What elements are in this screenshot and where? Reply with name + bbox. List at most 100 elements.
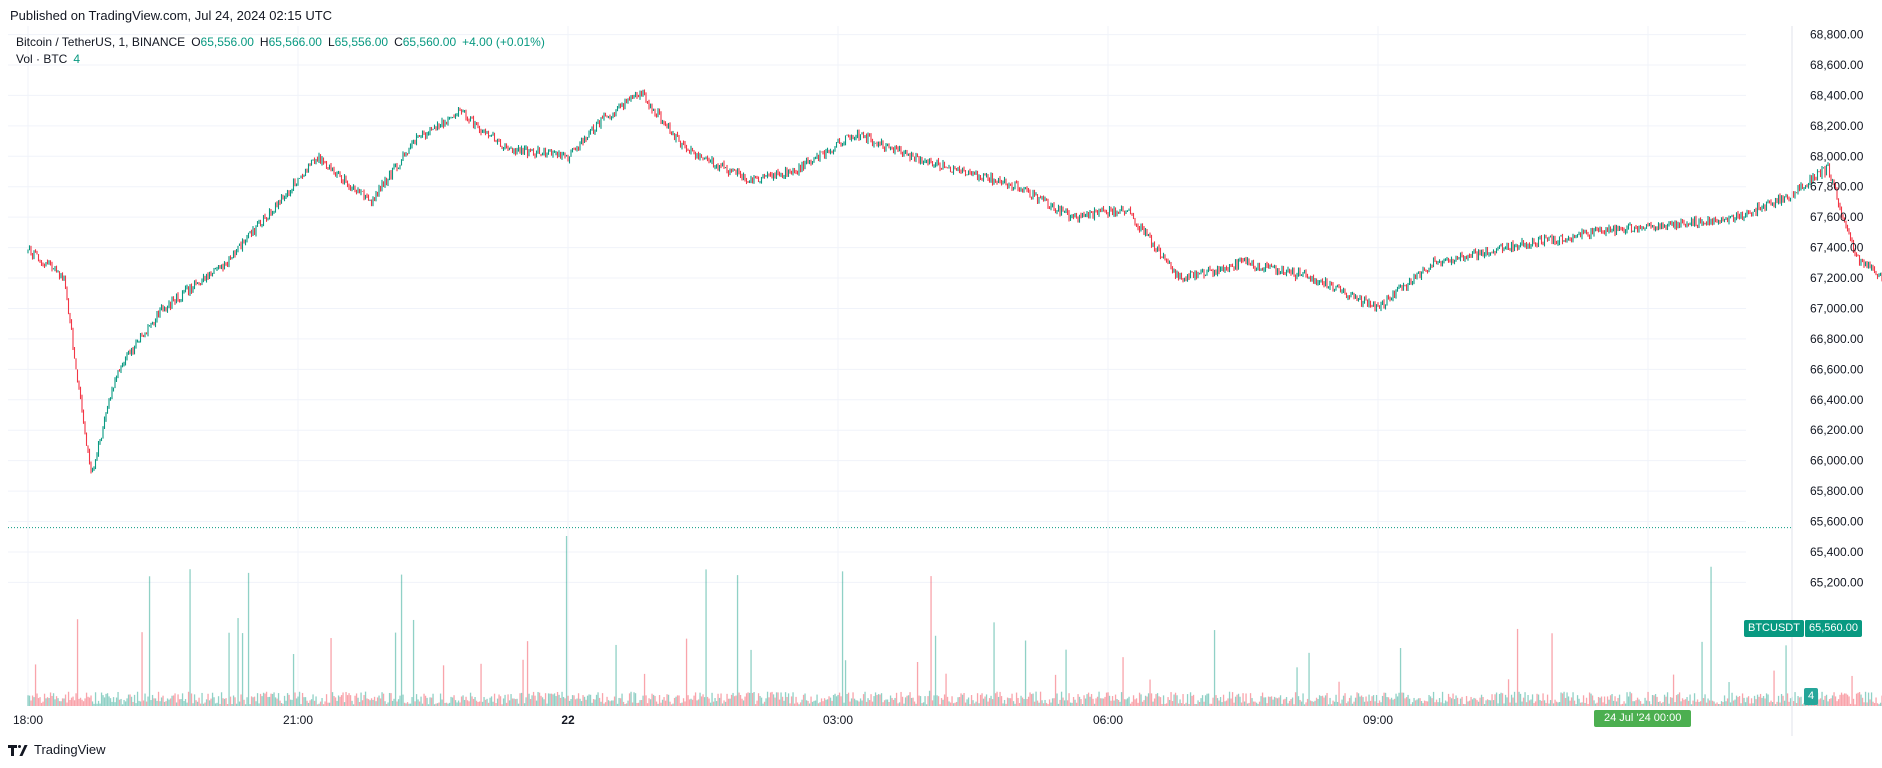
- volume-bar: [1875, 697, 1877, 706]
- volume-bar: [321, 698, 323, 706]
- volume-bar: [1755, 699, 1757, 706]
- volume-bar: [1477, 701, 1480, 706]
- volume-bar: [708, 698, 710, 706]
- volume-bar: [1080, 699, 1082, 706]
- volume-bar: [834, 693, 836, 706]
- volume-bar: [1354, 697, 1357, 706]
- volume-bar: [969, 704, 971, 706]
- volume-bar: [1795, 703, 1798, 706]
- volume-bar: [1717, 704, 1720, 706]
- volume-bar: [1455, 695, 1457, 706]
- volume-bar: [853, 698, 856, 706]
- volume-bar: [1219, 696, 1222, 706]
- volume-bar: [1041, 700, 1043, 706]
- volume-bar: [448, 702, 451, 706]
- price-chart[interactable]: 68,800.0068,600.0068,400.0068,200.0068,0…: [0, 26, 1882, 736]
- volume-bar: [250, 696, 253, 706]
- volume-bar: [1519, 693, 1522, 706]
- volume-bar: [1702, 698, 1705, 706]
- volume-bar: [1087, 692, 1090, 706]
- volume-bar: [816, 694, 818, 706]
- volume-bar: [1198, 702, 1201, 706]
- volume-bar: [214, 703, 217, 706]
- volume-bar: [294, 692, 296, 706]
- volume-bar: [456, 702, 458, 706]
- volume-bar: [1876, 703, 1879, 706]
- volume-bar: [375, 701, 377, 706]
- volume-bar: [346, 695, 349, 706]
- volume-bar: [1560, 692, 1562, 706]
- volume-bar: [1108, 695, 1111, 706]
- volume-bar: [1107, 692, 1109, 706]
- volume-bar: [879, 694, 881, 706]
- volume-bar: [474, 697, 476, 706]
- volume-bar: [583, 696, 586, 706]
- volume-bar: [1648, 701, 1651, 706]
- volume-bar: [1549, 700, 1552, 706]
- volume-bar: [1062, 697, 1064, 706]
- volume-bar: [1818, 699, 1820, 706]
- volume-bar: [709, 702, 712, 706]
- volume-bar: [805, 700, 808, 706]
- volume-bar: [1569, 700, 1571, 706]
- volume-bar: [1686, 697, 1688, 706]
- volume-bar: [373, 696, 376, 706]
- volume-bar: [1405, 697, 1408, 706]
- volume-bar: [1038, 702, 1040, 706]
- volume-bar: [1561, 693, 1564, 706]
- volume-bar: [1641, 703, 1643, 706]
- volume-bar: [160, 697, 163, 706]
- volume-bar: [1311, 701, 1313, 706]
- volume-bar: [1515, 702, 1517, 706]
- volume-bar: [325, 694, 328, 706]
- volume-bar: [1128, 696, 1130, 706]
- volume-bar: [1842, 694, 1844, 706]
- volume-bar: [72, 696, 74, 706]
- volume-bar: [1558, 702, 1561, 706]
- volume-bar: [1626, 692, 1628, 706]
- volume-bar: [103, 697, 106, 706]
- volume-bar: [48, 698, 50, 706]
- volume-bar: [597, 692, 599, 706]
- volume-bar: [463, 699, 466, 706]
- volume-bar: [1785, 645, 1787, 706]
- volume-bar: [255, 701, 257, 706]
- volume-bar: [547, 693, 550, 706]
- volume-bar: [1068, 693, 1070, 706]
- volume-bar: [874, 692, 877, 706]
- volume-bar: [1453, 699, 1456, 706]
- volume-bar: [1144, 695, 1147, 706]
- volume-bar: [511, 698, 514, 706]
- chart-frame[interactable]: 68,800.00 68,600.00 68,400.00 68,200.00 68,0…: [0, 26, 1882, 736]
- volume-bar: [382, 693, 385, 706]
- volume-bar: [1368, 694, 1370, 706]
- volume-bar: [342, 692, 344, 706]
- volume-bar: [1293, 704, 1295, 706]
- volume-bar: [670, 704, 673, 706]
- volume-bar: [1731, 692, 1733, 706]
- volume-bar: [307, 702, 310, 706]
- volume-bar: [1246, 703, 1249, 706]
- volume-bar: [543, 699, 545, 706]
- volume-bar: [87, 696, 89, 706]
- volume-bar: [1236, 694, 1238, 706]
- volume-bar: [1153, 698, 1156, 706]
- volume-bar: [1788, 701, 1790, 706]
- volume-bar: [1017, 697, 1019, 706]
- volume-bar: [592, 699, 595, 706]
- volume-bar: [1420, 701, 1423, 706]
- volume-bar: [1332, 700, 1334, 706]
- volume-bar: [42, 701, 44, 706]
- volume-bar: [1566, 692, 1568, 706]
- volume-bar: [1404, 698, 1406, 706]
- volume-bar: [912, 697, 914, 706]
- volume-bar: [660, 702, 662, 706]
- volume-bar: [1827, 701, 1829, 706]
- volume-bar: [1302, 693, 1304, 706]
- volume-bar: [1743, 697, 1745, 706]
- volume-bar: [1192, 694, 1195, 706]
- volume-bar: [114, 702, 116, 706]
- volume-bar: [1647, 691, 1649, 706]
- volume-bar: [417, 699, 419, 706]
- volume-bar: [1828, 699, 1831, 706]
